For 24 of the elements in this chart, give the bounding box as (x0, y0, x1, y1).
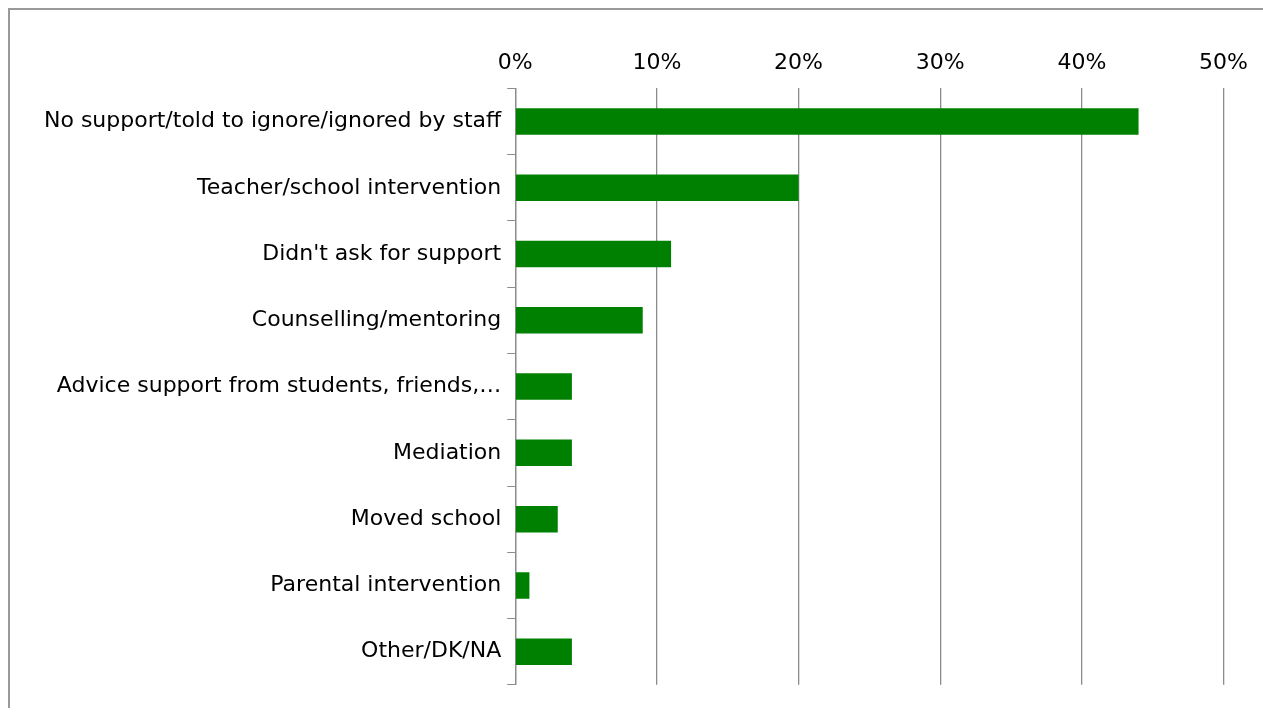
y-tick-label: Mediation (393, 438, 502, 464)
bar (515, 240, 672, 268)
y-tick-label: Counselling/mentoring (251, 306, 502, 332)
y-tick-label: No support/told to ignore/ignored by staff (43, 107, 503, 133)
y-tick-label: Teacher/school intervention (196, 173, 502, 199)
x-tick-label: 50% (1199, 48, 1248, 74)
x-tick-label: 20% (774, 48, 824, 74)
bar (515, 572, 530, 599)
x-tick-label: 40% (1057, 48, 1107, 74)
y-tick-label: Other/DK/NA (361, 637, 502, 663)
y-tick-label: Advice support from students, friends,… (56, 372, 502, 398)
bar (515, 439, 572, 467)
bar (515, 505, 558, 533)
bar (515, 373, 572, 400)
bar (515, 108, 1139, 135)
bar (515, 638, 572, 665)
y-tick-label: Parental intervention (270, 571, 502, 597)
bar (515, 307, 643, 334)
x-tick-label: 30% (915, 48, 965, 74)
x-tick-label: 0% (497, 48, 533, 74)
x-tick-label: 10% (632, 48, 682, 74)
bar (515, 174, 799, 202)
y-tick-label: Moved school (350, 504, 502, 530)
y-tick-label: Didn't ask for support (262, 239, 502, 265)
